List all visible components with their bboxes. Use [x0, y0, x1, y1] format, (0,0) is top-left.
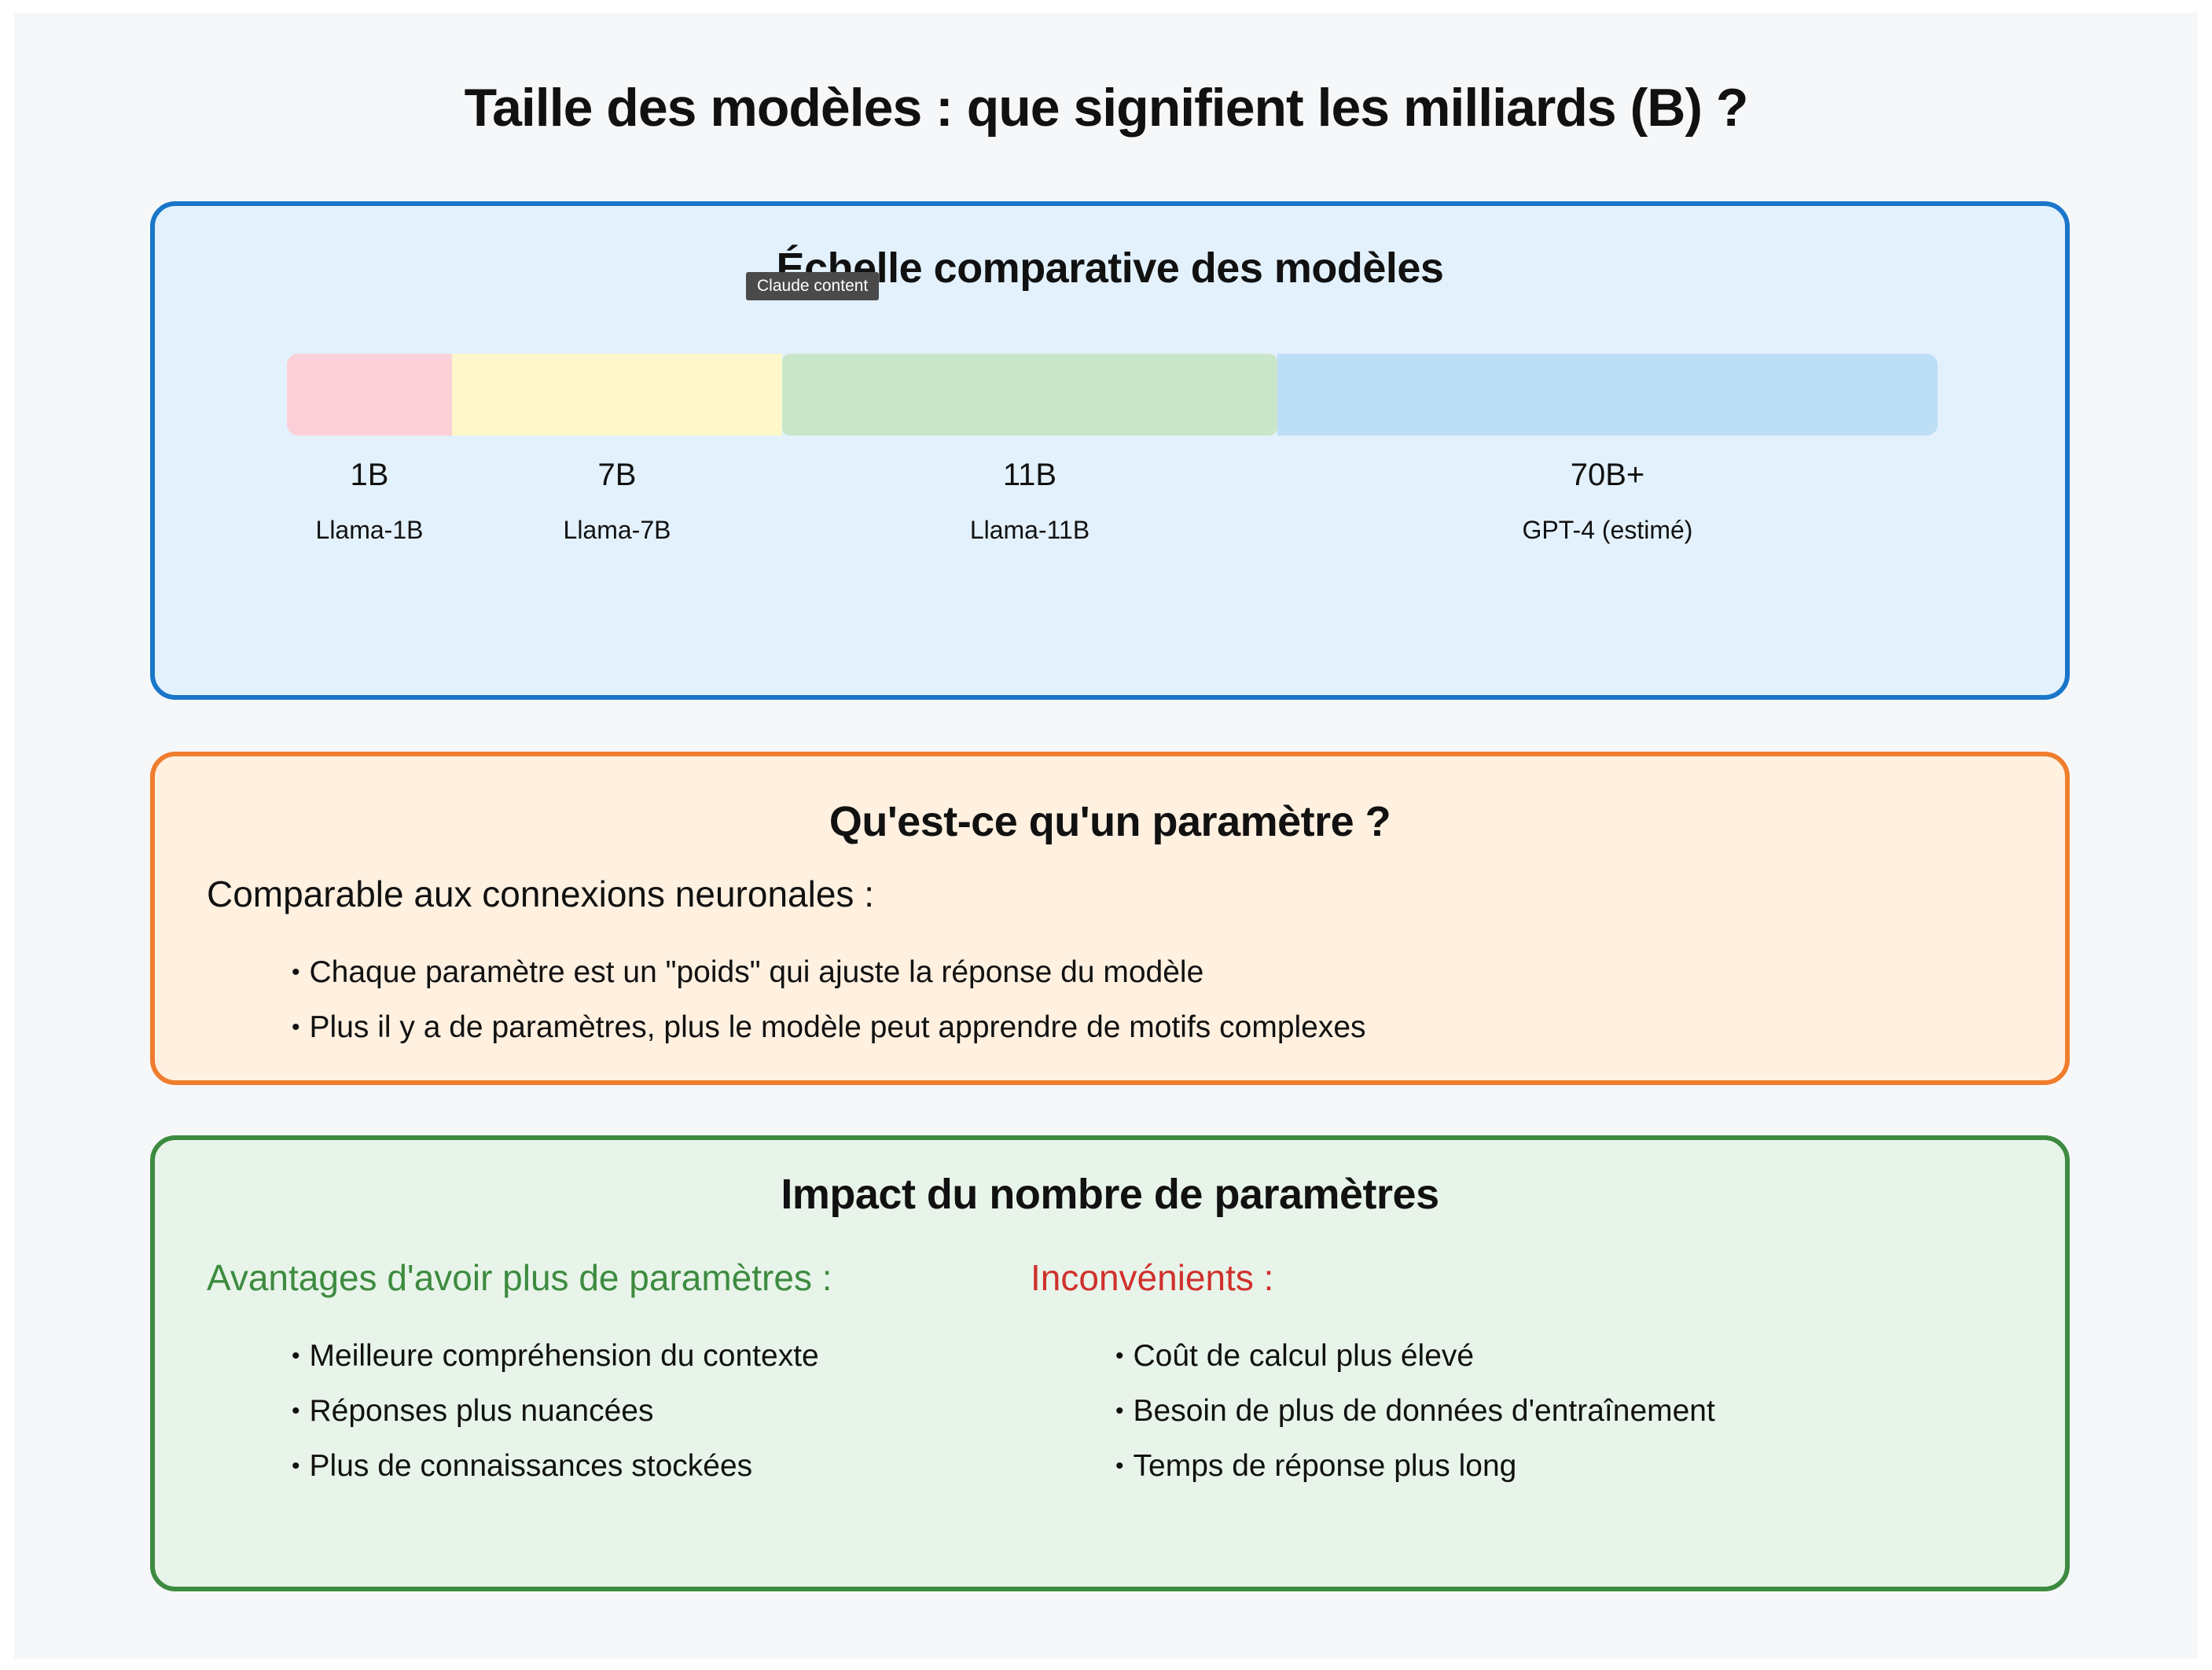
list-item: Coût de calcul plus élevé — [1115, 1329, 1715, 1384]
page-title: Taille des modèles : que signifient les … — [464, 78, 1749, 138]
parameter-panel: Qu'est-ce qu'un paramètre ? Comparable a… — [150, 752, 2070, 1085]
disadvantages-heading: Inconvénients : — [1031, 1257, 1274, 1298]
list-item: Plus il y a de paramètres, plus le modèl… — [292, 1000, 1366, 1055]
list-item: Besoin de plus de données d'entraînement — [1115, 1384, 1715, 1439]
scale-segment-11b — [782, 354, 1277, 436]
scale-size-label: 11B — [1002, 458, 1057, 492]
model-scale-title: Échelle comparative des modèles — [776, 245, 1444, 292]
scale-size-label: 7B — [597, 458, 637, 492]
tooltip: Claude content — [746, 272, 880, 300]
scale-size-label: 70B+ — [1570, 458, 1645, 492]
model-scale-panel: Échelle comparative des modèles Claude c… — [150, 201, 2070, 700]
scale-model-label: Llama-11B — [969, 516, 1090, 544]
list-item: Meilleure compréhension du contexte — [292, 1329, 819, 1384]
list-item: Réponses plus nuancées — [292, 1384, 819, 1439]
parameter-intro: Comparable aux connexions neuronales : — [207, 874, 874, 914]
scale-model-label: Llama-7B — [563, 516, 671, 544]
parameter-title: Qu'est-ce qu'un paramètre ? — [829, 798, 1391, 845]
impact-title: Impact du nombre de paramètres — [781, 1171, 1439, 1218]
parameter-bullet-list: Chaque paramètre est un "poids" qui ajus… — [292, 945, 1366, 1055]
list-item: Plus de connaissances stockées — [292, 1439, 819, 1494]
advantages-heading: Avantages d'avoir plus de paramètres : — [207, 1257, 832, 1298]
list-item: Chaque paramètre est un "poids" qui ajus… — [292, 945, 1366, 1000]
scale-size-label: 1B — [350, 458, 389, 492]
impact-panel: Impact du nombre de paramètres Avantages… — [150, 1135, 2070, 1591]
scale-model-label: GPT-4 (estimé) — [1522, 516, 1693, 544]
disadvantages-list: Coût de calcul plus élevé Besoin de plus… — [1115, 1329, 1715, 1494]
list-item: Temps de réponse plus long — [1115, 1439, 1715, 1494]
diagram-canvas: Taille des modèles : que signifient les … — [14, 13, 2198, 1659]
advantages-list: Meilleure compréhension du contexte Répo… — [292, 1329, 819, 1494]
scale-model-label: Llama-1B — [315, 516, 424, 544]
scale-segment-70b — [1277, 354, 1938, 436]
scale-segment-1b — [287, 354, 452, 436]
scale-segment-7b — [452, 354, 782, 436]
